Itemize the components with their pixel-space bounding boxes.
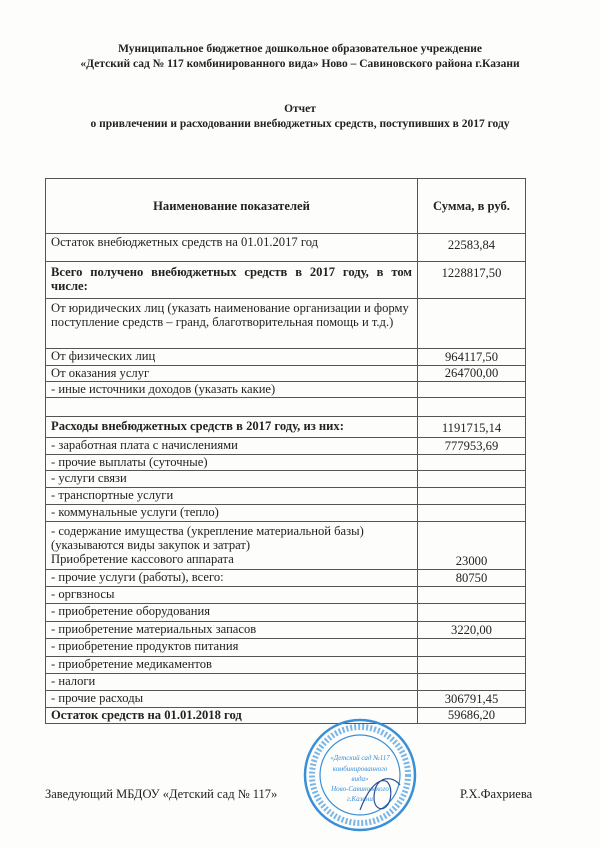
signature-icon — [359, 778, 401, 811]
table-row: От физических лиц 964117,50 — [45, 348, 526, 366]
row-label: - услуги связи — [45, 470, 418, 488]
svg-text:Ново-Савиновского: Ново-Савиновского — [330, 785, 389, 793]
row-value — [417, 454, 526, 471]
row-label: От физических лиц — [45, 348, 418, 366]
row-label: - иные источники доходов (указать какие) — [45, 381, 418, 398]
row-value — [417, 673, 526, 691]
row-value — [417, 381, 526, 398]
org-name-line1: Муниципальное бюджетное дошкольное образ… — [118, 43, 482, 55]
col-sum-header: Сумма, в руб. — [417, 178, 526, 234]
row-label: Остаток внебюджетных средств на 01.01.20… — [45, 233, 418, 262]
svg-text:«Детский сад №117: «Детский сад №117 — [330, 754, 390, 762]
table-row: От юридических лиц (указать наименование… — [45, 298, 526, 349]
row-value — [417, 656, 526, 674]
table-row: - заработная плата с начислениями 777953,… — [45, 437, 526, 455]
table-row: - прочие расходы 306791,45 — [45, 690, 526, 708]
report-table: Наименование показателей Сумма, в руб. О… — [45, 178, 526, 724]
table-header: Наименование показателей Сумма, в руб. — [45, 178, 526, 234]
row-label: Всего получено внебюджетных средств в 20… — [45, 261, 418, 299]
row-value — [417, 470, 526, 488]
row-value — [417, 638, 526, 657]
row-label — [45, 397, 418, 417]
table-row: Остаток внебюджетных средств на 01.01.20… — [45, 233, 526, 262]
table-row: - коммунальные услуги (тепло) — [45, 504, 526, 522]
row-value: 22583,84 — [417, 233, 526, 262]
row-value — [417, 603, 526, 622]
table-row: - содержание имущества (укрепление матер… — [45, 521, 526, 570]
row-label-line3: Приобретение кассового аппарата — [51, 552, 234, 566]
table-row: - налоги — [45, 673, 526, 691]
table-row: - оргвзносы — [45, 586, 526, 604]
table-row: - приобретение медикаментов — [45, 656, 526, 674]
table-row: От оказания услуг 264700,00 — [45, 365, 526, 382]
table-row: - прочие выплаты (суточные) — [45, 454, 526, 471]
report-title: Отчет — [284, 103, 316, 115]
row-value: 1191715,14 — [417, 416, 526, 438]
row-value: 306791,45 — [417, 690, 526, 708]
row-label: Остаток средств на 01.01.2018 год — [45, 707, 418, 724]
table-row: Всего получено внебюджетных средств в 20… — [45, 261, 526, 299]
table-row: - услуги связи — [45, 470, 526, 488]
row-label: - коммунальные услуги (тепло) — [45, 504, 418, 522]
row-label: - содержание имущества (укрепление матер… — [45, 521, 418, 570]
row-label: - транспортные услуги — [45, 487, 418, 505]
row-value — [417, 298, 526, 349]
row-label: Расходы внебюджетных средств в 2017 году… — [45, 416, 418, 438]
svg-text:г.Казани: г.Казани — [347, 795, 373, 803]
svg-text:вида»: вида» — [351, 775, 369, 783]
row-value — [417, 487, 526, 505]
row-label: - прочие услуги (работы), всего: — [45, 569, 418, 587]
table-row: Расходы внебюджетных средств в 2017 году… — [45, 416, 526, 438]
row-label: - прочие выплаты (суточные) — [45, 454, 418, 471]
row-value: 23000 — [417, 521, 526, 570]
row-label: - налоги — [45, 673, 418, 691]
stamp-seal-icon: «Детский сад №117 комбинированного вида»… — [303, 718, 417, 832]
table-row: - прочие услуги (работы), всего: 80750 — [45, 569, 526, 587]
row-value: 80750 — [417, 569, 526, 587]
row-value — [417, 586, 526, 604]
row-value: 1228817,50 — [417, 261, 526, 299]
row-value — [417, 397, 526, 417]
row-value: 59686,20 — [417, 707, 526, 724]
row-label-line1: - содержание имущества (укрепление матер… — [51, 524, 364, 538]
row-label: - прочие расходы — [45, 690, 418, 708]
row-label: От юридических лиц (указать наименование… — [45, 298, 418, 349]
row-label: - оргвзносы — [45, 586, 418, 604]
row-label: - приобретение материальных запасов — [45, 621, 418, 639]
official-stamp: «Детский сад №117 комбинированного вида»… — [300, 715, 420, 840]
org-name-line2: «Детский сад № 117 комбинированного вида… — [80, 58, 520, 70]
row-value: 964117,50 — [417, 348, 526, 366]
row-label: От оказания услуг — [45, 365, 418, 382]
table-row: Остаток средств на 01.01.2018 год 59686,2… — [45, 707, 526, 724]
row-label: - заработная плата с начислениями — [45, 437, 418, 455]
row-label-line2: (указываются виды закупок и затрат) — [51, 538, 251, 552]
report-subtitle: о привлечении и расходовании внебюджетны… — [90, 118, 510, 130]
row-value: 264700,00 — [417, 365, 526, 382]
row-value: 777953,69 — [417, 437, 526, 455]
row-label: - приобретение оборудования — [45, 603, 418, 622]
table-row: - приобретение продуктов питания — [45, 638, 526, 657]
row-value — [417, 504, 526, 522]
table-row: - иные источники доходов (указать какие) — [45, 381, 526, 398]
table-row-empty — [45, 397, 526, 417]
row-value: 3220,00 — [417, 621, 526, 639]
table-row: - транспортные услуги — [45, 487, 526, 505]
signer-name: Р.Х.Фахриева — [460, 787, 533, 801]
svg-text:комбинированного: комбинированного — [333, 765, 388, 773]
table-row: - приобретение материальных запасов 3220,… — [45, 621, 526, 639]
table-row: - приобретение оборудования — [45, 603, 526, 622]
col-name-header: Наименование показателей — [45, 178, 418, 234]
signer-position: Заведующий МБДОУ «Детский сад № 117» — [45, 787, 278, 801]
row-label: - приобретение медикаментов — [45, 656, 418, 674]
row-label: - приобретение продуктов питания — [45, 638, 418, 657]
